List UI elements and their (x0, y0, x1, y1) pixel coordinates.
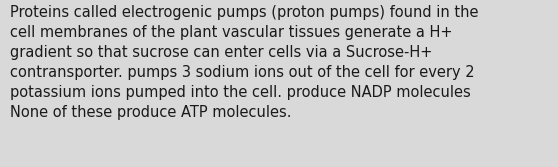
Text: Proteins called electrogenic pumps (proton pumps) found in the
cell membranes of: Proteins called electrogenic pumps (prot… (10, 5, 479, 120)
